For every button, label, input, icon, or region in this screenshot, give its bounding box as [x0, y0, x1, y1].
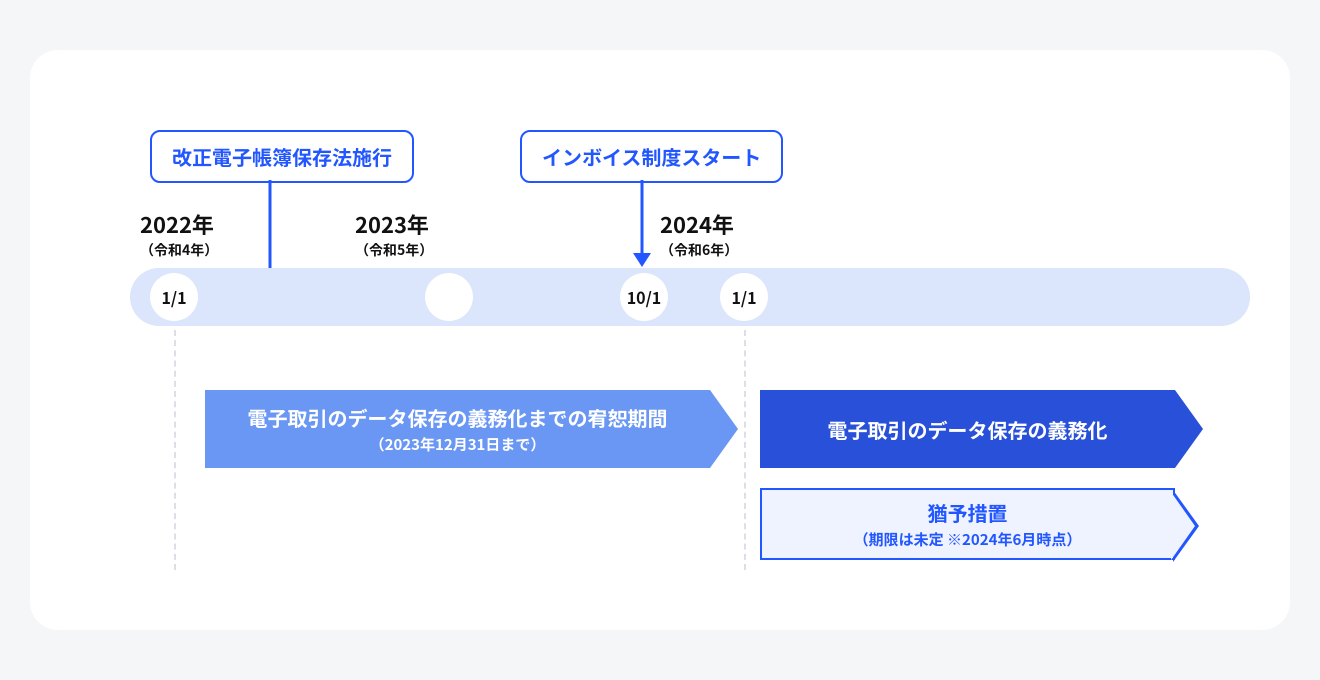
- banner-grace-period: 電子取引のデータ保存の義務化までの宥恕期間 （2023年12月31日まで）: [205, 390, 710, 468]
- era-text: （令和4年）: [140, 240, 218, 260]
- banner-mandatory: 電子取引のデータ保存の義務化: [760, 390, 1175, 468]
- callout-law-enforcement: 改正電子帳簿保存法施行: [150, 130, 414, 183]
- year-text: 2022年: [140, 208, 218, 240]
- year-text: 2024年: [660, 208, 738, 240]
- timeline-card: 改正電子帳簿保存法施行 インボイス制度スタート 2022年 （令和4年） 202…: [30, 50, 1290, 630]
- banner-title: 電子取引のデータ保存の義務化までの宥恕期間: [248, 403, 668, 432]
- banner-title: 猶予措置: [928, 498, 1008, 527]
- banner-sub: （2023年12月31日まで）: [370, 434, 546, 455]
- era-text: （令和6年）: [660, 240, 738, 260]
- banner-sub: （期限は未定 ※2024年6月時点）: [854, 529, 1082, 550]
- date-marker-2024-01-01: 1/1: [720, 273, 768, 321]
- date-marker-2023-blank: [425, 273, 473, 321]
- callout-invoice-start: インボイス制度スタート: [520, 130, 783, 183]
- year-text: 2023年: [355, 208, 433, 240]
- timeline-bar: [130, 268, 1250, 326]
- banner-title: 電子取引のデータ保存の義務化: [828, 415, 1108, 444]
- date-marker-2023-10-01: 10/1: [620, 273, 668, 321]
- year-label-2022: 2022年 （令和4年）: [140, 208, 218, 260]
- timeline-diagram: 改正電子帳簿保存法施行 インボイス制度スタート 2022年 （令和4年） 202…: [90, 100, 1230, 580]
- date-marker-2022-01-01: 1/1: [150, 273, 198, 321]
- era-text: （令和5年）: [355, 240, 433, 260]
- guideline-start: [174, 330, 176, 570]
- banner-deferral: 猶予措置 （期限は未定 ※2024年6月時点）: [760, 488, 1175, 560]
- guideline-2024: [744, 330, 746, 570]
- year-label-2023: 2023年 （令和5年）: [355, 208, 433, 260]
- year-label-2024: 2024年 （令和6年）: [660, 208, 738, 260]
